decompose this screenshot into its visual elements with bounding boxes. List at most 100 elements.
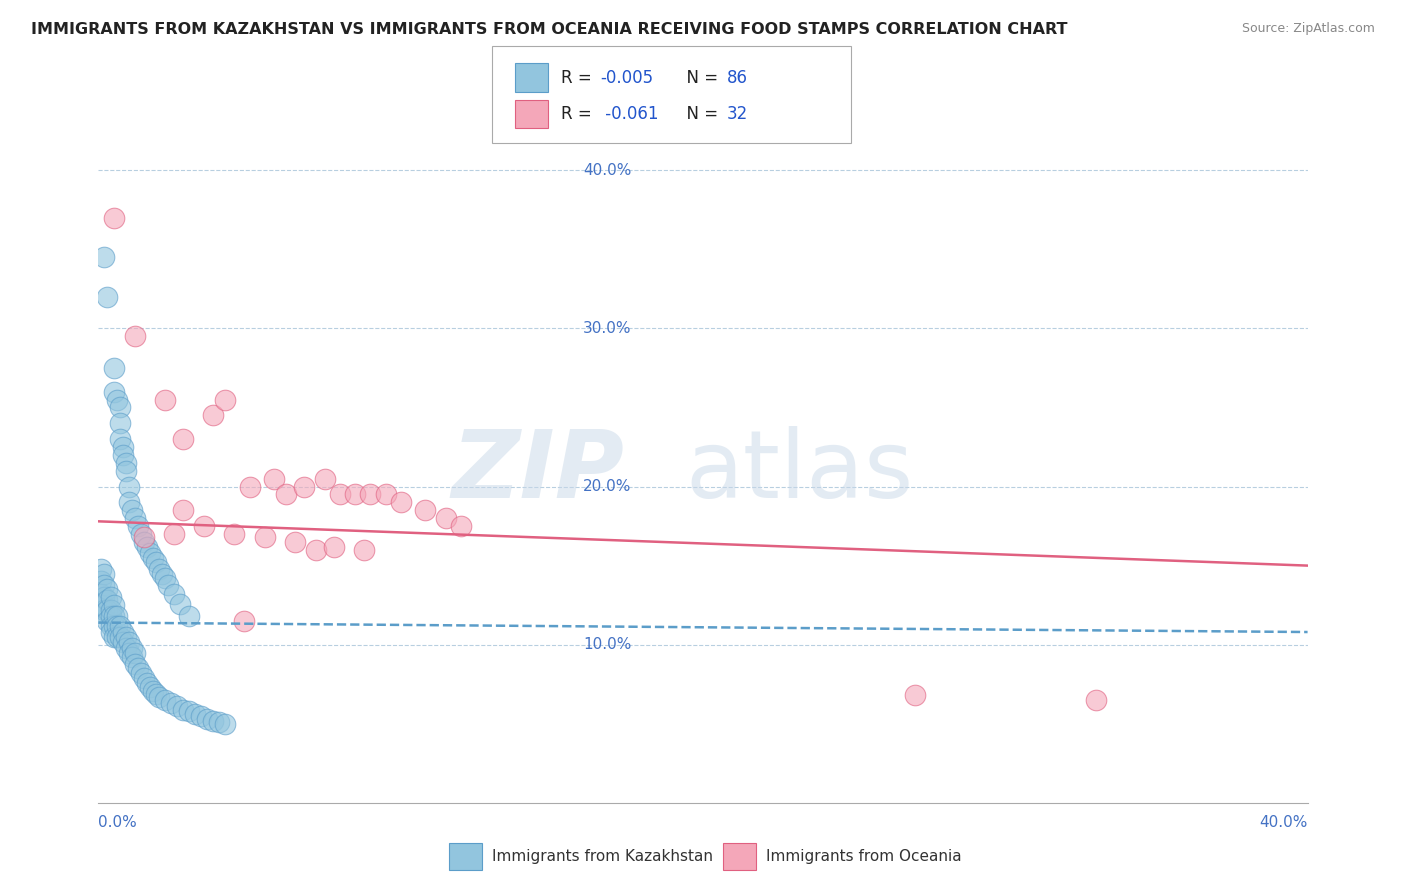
- Point: [172, 702, 194, 716]
- Text: N =: N =: [676, 69, 724, 87]
- Point: [100, 625, 122, 640]
- Text: IMMIGRANTS FROM KAZAKHSTAN VS IMMIGRANTS FROM OCEANIA RECEIVING FOOD STAMPS CORR: IMMIGRANTS FROM KAZAKHSTAN VS IMMIGRANTS…: [31, 22, 1067, 37]
- Point: [202, 714, 225, 728]
- Point: [179, 704, 201, 718]
- Text: 40.0%: 40.0%: [583, 163, 631, 178]
- Text: -0.061: -0.061: [600, 105, 659, 123]
- Point: [344, 487, 367, 501]
- Point: [111, 625, 134, 640]
- Point: [145, 687, 167, 701]
- Point: [163, 527, 186, 541]
- Text: Immigrants from Kazakhstan: Immigrants from Kazakhstan: [492, 849, 713, 863]
- Point: [292, 479, 315, 493]
- Text: 40.0%: 40.0%: [1260, 815, 1308, 830]
- Point: [105, 618, 128, 632]
- Point: [148, 562, 170, 576]
- Text: R =: R =: [561, 105, 598, 123]
- Point: [124, 329, 146, 343]
- Point: [124, 646, 146, 660]
- Point: [150, 566, 173, 581]
- Point: [111, 448, 134, 462]
- Text: Immigrants from Oceania: Immigrants from Oceania: [766, 849, 962, 863]
- Point: [93, 250, 115, 264]
- Point: [153, 571, 176, 585]
- Point: [129, 527, 152, 541]
- Point: [389, 495, 412, 509]
- Point: [413, 503, 436, 517]
- Point: [274, 487, 297, 501]
- Point: [90, 562, 112, 576]
- Point: [314, 472, 336, 486]
- Point: [121, 503, 143, 517]
- Point: [374, 487, 396, 501]
- Point: [450, 519, 472, 533]
- Point: [105, 630, 128, 644]
- Point: [118, 495, 141, 509]
- Text: 20.0%: 20.0%: [583, 479, 631, 494]
- Point: [132, 534, 155, 549]
- Point: [96, 593, 118, 607]
- Point: [103, 630, 125, 644]
- Point: [153, 392, 176, 407]
- Point: [93, 566, 115, 581]
- Point: [114, 464, 136, 478]
- Point: [305, 542, 328, 557]
- Point: [190, 708, 212, 723]
- Point: [96, 582, 118, 597]
- Point: [214, 392, 236, 407]
- Point: [434, 511, 457, 525]
- Point: [124, 511, 146, 525]
- Text: ZIP: ZIP: [451, 426, 624, 518]
- Point: [114, 640, 136, 655]
- Point: [132, 530, 155, 544]
- Point: [172, 432, 194, 446]
- Point: [156, 577, 179, 591]
- Point: [142, 550, 165, 565]
- Point: [90, 574, 112, 589]
- Text: atlas: atlas: [686, 426, 914, 518]
- Point: [93, 603, 115, 617]
- Point: [153, 693, 176, 707]
- Point: [135, 540, 157, 554]
- Point: [111, 634, 134, 648]
- Text: 0.0%: 0.0%: [98, 815, 138, 830]
- Point: [100, 591, 122, 605]
- Point: [108, 401, 131, 415]
- Point: [166, 699, 188, 714]
- Text: R =: R =: [561, 69, 598, 87]
- Text: -0.005: -0.005: [600, 69, 654, 87]
- Text: 86: 86: [727, 69, 748, 87]
- Point: [100, 603, 122, 617]
- Point: [172, 503, 194, 517]
- Point: [139, 681, 162, 695]
- Point: [90, 598, 112, 612]
- Point: [360, 487, 382, 501]
- Point: [118, 479, 141, 493]
- Point: [96, 603, 118, 617]
- Point: [100, 609, 122, 624]
- Point: [105, 609, 128, 624]
- Point: [239, 479, 262, 493]
- Point: [202, 409, 225, 423]
- Point: [1085, 693, 1108, 707]
- Point: [214, 716, 236, 731]
- Point: [114, 630, 136, 644]
- Point: [163, 587, 186, 601]
- Text: 10.0%: 10.0%: [583, 637, 631, 652]
- Point: [114, 456, 136, 470]
- Point: [179, 609, 201, 624]
- Point: [323, 540, 346, 554]
- Point: [121, 640, 143, 655]
- Point: [96, 290, 118, 304]
- Point: [105, 392, 128, 407]
- Point: [111, 440, 134, 454]
- Point: [139, 546, 162, 560]
- Point: [93, 577, 115, 591]
- Text: 30.0%: 30.0%: [583, 321, 631, 336]
- Point: [103, 360, 125, 375]
- Point: [904, 688, 927, 702]
- Point: [253, 530, 276, 544]
- Point: [108, 417, 131, 431]
- Point: [103, 618, 125, 632]
- Text: 32: 32: [727, 105, 748, 123]
